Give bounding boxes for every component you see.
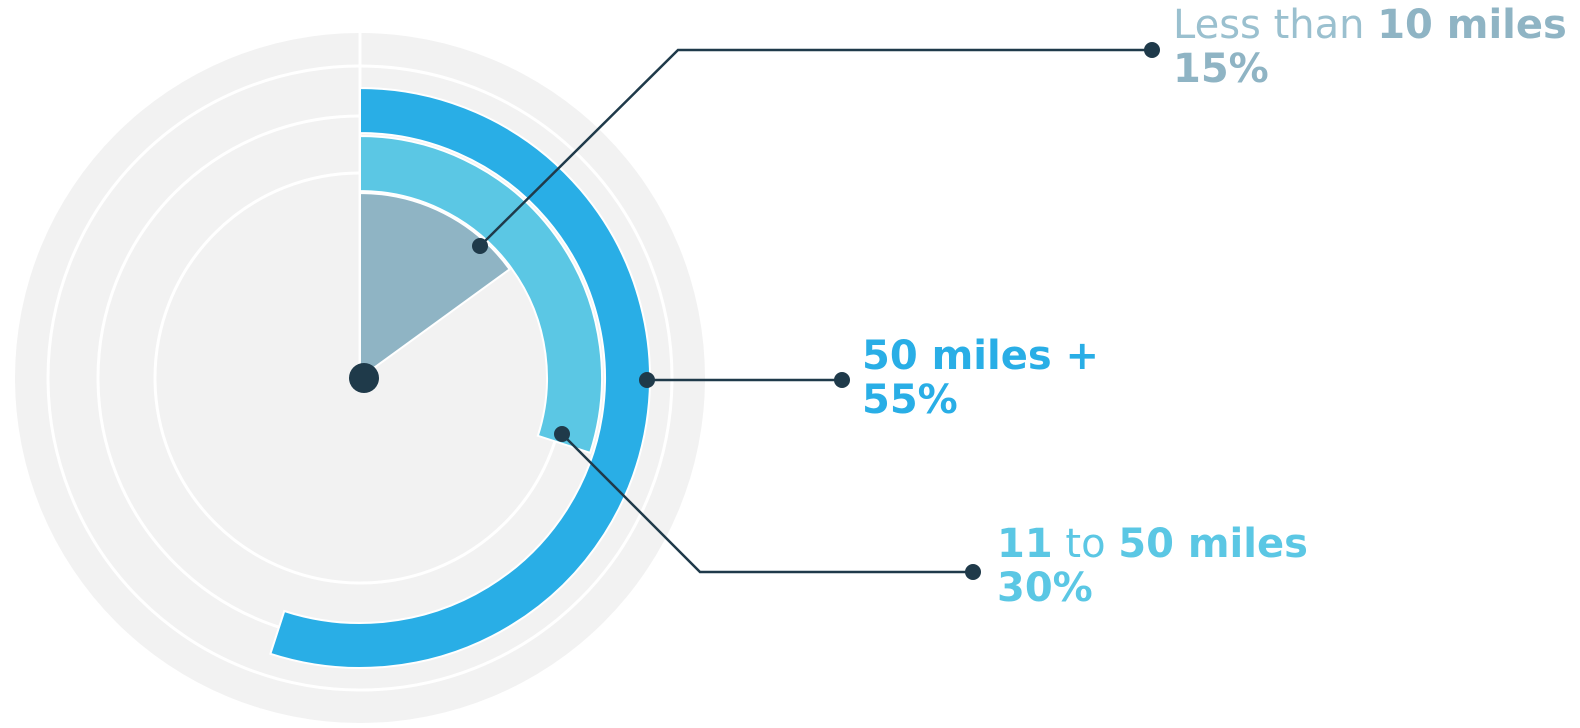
label-mid-connector: to bbox=[1052, 521, 1119, 567]
rings-group bbox=[15, 33, 705, 723]
slice-less-than-10-miles bbox=[359, 191, 512, 380]
leader-50-miles-plus-start-dot bbox=[639, 372, 655, 388]
leader-lines-group bbox=[472, 42, 1160, 580]
leader-less-than-10-miles-end-dot bbox=[1144, 42, 1160, 58]
label-50-miles-plus: 50 miles + 55% bbox=[862, 334, 1099, 422]
label-less10-main: 10 miles bbox=[1377, 2, 1567, 48]
label-mid-end: 50 miles bbox=[1118, 521, 1308, 567]
label-less10-prefix: Less than bbox=[1173, 2, 1378, 48]
leader-less-than-10-miles-start-dot bbox=[472, 238, 488, 254]
leader-11-to-50-miles-line bbox=[561, 433, 973, 574]
arc-11-to-50-miles bbox=[359, 134, 603, 455]
label-plus50-main: 50 miles + bbox=[862, 333, 1100, 379]
label-mid-pct: 30% bbox=[997, 565, 1093, 611]
label-less-than-10-miles: Less than 10 miles 15% bbox=[1173, 3, 1567, 91]
arc-50-miles-plus bbox=[269, 86, 651, 669]
leader-11-to-50-miles-start-dot bbox=[554, 426, 570, 442]
leader-11-to-50-miles-end-dot bbox=[965, 564, 981, 580]
label-mid-start: 11 bbox=[997, 521, 1053, 567]
leader-50-miles-plus-end-dot bbox=[834, 372, 850, 388]
leader-less-than-10-miles-line bbox=[479, 48, 1152, 247]
label-11-to-50-miles: 11 to 50 miles 30% bbox=[997, 522, 1308, 610]
label-plus50-pct: 55% bbox=[862, 377, 958, 423]
center-dot bbox=[349, 363, 379, 393]
label-less10-pct: 15% bbox=[1173, 46, 1269, 92]
